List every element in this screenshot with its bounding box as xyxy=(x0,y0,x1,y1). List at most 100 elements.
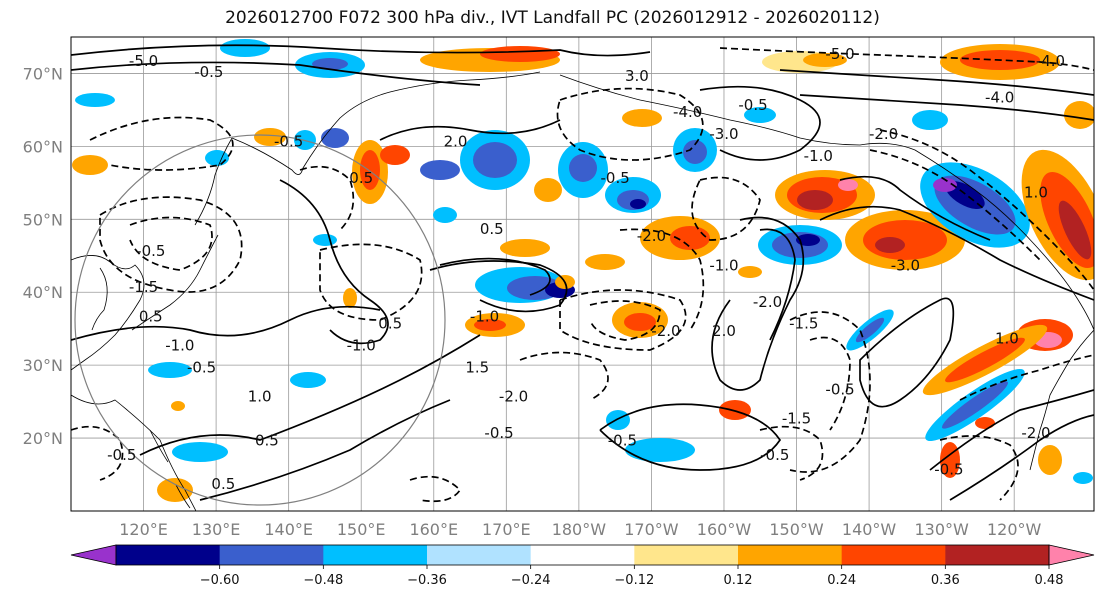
div-patch xyxy=(380,145,410,165)
div-patch xyxy=(172,442,228,462)
div-patch xyxy=(719,400,751,420)
contour-label: -1.0 xyxy=(165,337,194,355)
div-patch xyxy=(157,478,193,502)
contour-dashed xyxy=(589,300,661,341)
div-patch xyxy=(500,239,550,257)
div-patch xyxy=(474,319,506,331)
contour-solid xyxy=(799,94,1094,121)
div-patch xyxy=(480,46,560,62)
div-patch xyxy=(622,109,662,127)
colorbar-bin xyxy=(323,545,428,565)
div-patch xyxy=(744,107,776,123)
div-patch xyxy=(912,110,948,130)
colorbar-bin xyxy=(219,545,324,565)
div-patch xyxy=(670,226,710,250)
div-patch xyxy=(941,381,1009,429)
contour-label: 0.5 xyxy=(480,220,504,238)
contour-label: 0.5 xyxy=(378,315,402,333)
lat-tick-label: 60°N xyxy=(23,137,63,156)
div-patch xyxy=(875,237,905,253)
contour-label: -1.0 xyxy=(347,337,376,355)
colorbar-bin xyxy=(427,545,532,565)
div-patch xyxy=(171,401,185,411)
contour-label: -2.0 xyxy=(753,293,782,311)
contour-label: 0.5 xyxy=(211,475,235,493)
contour-solid xyxy=(699,85,821,161)
contour-solid xyxy=(759,228,796,341)
contour-solid xyxy=(279,179,389,345)
contour-solid xyxy=(599,403,782,471)
contour-solid xyxy=(819,205,1094,301)
contour-solid xyxy=(439,257,551,296)
japan-coastline xyxy=(131,234,219,331)
colorbar-frame xyxy=(115,544,1050,566)
div-patch xyxy=(312,58,348,70)
contour-label: 1.0 xyxy=(1024,183,1048,201)
div-patch xyxy=(1058,200,1092,260)
colorbar-tick-label: −0.24 xyxy=(511,573,551,588)
philippines-coastline xyxy=(175,484,191,509)
div-patch xyxy=(148,362,192,378)
div-patch xyxy=(630,199,646,209)
convergence-contours xyxy=(71,47,1094,503)
div-patch xyxy=(683,140,707,164)
contour-label: -3.0 xyxy=(891,256,920,274)
contour-dashed xyxy=(71,425,124,481)
taiwan-coastline xyxy=(149,429,169,463)
lon-tick-label: 170°W xyxy=(624,520,679,539)
colorbar-tick-label: 0.36 xyxy=(931,573,960,588)
contour-label: 0.5 xyxy=(139,307,163,325)
contour-solid xyxy=(949,414,1094,501)
contour-label: -0.5 xyxy=(825,380,854,398)
contour-dashed xyxy=(719,47,1094,71)
contour-dashed xyxy=(409,475,462,503)
contour-label: -1.0 xyxy=(470,307,499,325)
div-patch xyxy=(313,234,337,246)
contour-label: 1.5 xyxy=(465,358,489,376)
div-patch xyxy=(1064,101,1094,129)
contour-label: 0.5 xyxy=(255,431,279,449)
lon-tick-label: 120°E xyxy=(119,520,168,539)
contour-label: -0.5 xyxy=(738,96,767,114)
colorbar-extend-low xyxy=(70,544,117,566)
colorbar-tick-label: −0.36 xyxy=(407,573,447,588)
okhotsk-coastline xyxy=(231,71,541,175)
alaska-coastline xyxy=(559,74,1094,331)
lon-tick-label: 130°W xyxy=(914,520,969,539)
div-patch xyxy=(360,150,380,190)
colorbar-bin xyxy=(116,545,221,565)
contour-label: -0.5 xyxy=(484,424,513,442)
div-patch xyxy=(473,142,517,178)
div-patch xyxy=(945,337,1025,383)
contour-dashed xyxy=(869,149,1041,261)
div-patch xyxy=(625,438,695,462)
colorbar-bin xyxy=(530,545,635,565)
lon-tick-label: 140°E xyxy=(264,520,313,539)
contour-dashed xyxy=(129,216,213,271)
div-patch xyxy=(72,155,108,175)
contour-label: -3.0 xyxy=(709,125,738,143)
contour-dashed xyxy=(939,435,1019,501)
contour-dashed xyxy=(519,351,609,401)
contour-labels: -5.0-0.5-0.50.50.52.0-0.5-1.50.5-1.0-0.5… xyxy=(107,45,1065,493)
contour-label: -1.5 xyxy=(789,315,818,333)
div-patch xyxy=(933,178,957,192)
lat-tick-label: 20°N xyxy=(23,429,63,448)
contour-dashed xyxy=(959,354,1094,401)
contour-dashed xyxy=(619,228,705,331)
colorbar-tick-label: 0.12 xyxy=(724,573,753,588)
contour-solid xyxy=(379,119,561,141)
sakhalin-coastline xyxy=(194,137,233,226)
contour-label: -2.0 xyxy=(869,125,898,143)
lon-tick-label: 180°W xyxy=(552,520,607,539)
contour-label: -2.0 xyxy=(637,227,666,245)
contour-dashed xyxy=(691,176,761,241)
contour-solid xyxy=(839,175,991,241)
contour-label: -0.5 xyxy=(601,169,630,187)
lon-tick-label: 150°W xyxy=(769,520,824,539)
contour-label: -1.0 xyxy=(804,147,833,165)
div-patch xyxy=(290,372,326,388)
contour-label: -0.5 xyxy=(187,358,216,376)
div-patch xyxy=(420,160,460,180)
contour-label: -4.0 xyxy=(1036,52,1065,70)
